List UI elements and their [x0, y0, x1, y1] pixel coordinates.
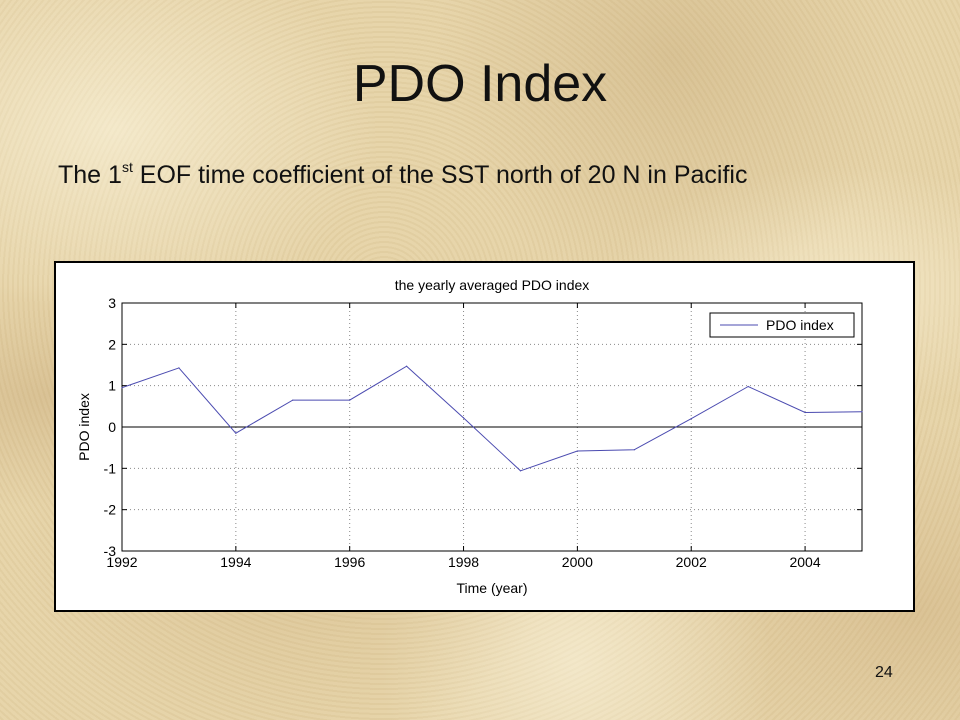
series-layer	[121, 365, 863, 472]
data-point	[519, 470, 522, 472]
y-tick-label: 0	[108, 419, 116, 435]
chart-legend: PDO index	[709, 312, 855, 338]
data-point	[690, 418, 692, 420]
grid-layer	[122, 303, 862, 551]
y-tick-label: -1	[104, 460, 117, 476]
y-tick-label: -3	[104, 543, 117, 559]
data-point	[804, 411, 806, 414]
slide-subtitle: The 1st EOF time coefficient of the SST …	[58, 160, 748, 189]
data-point	[462, 417, 465, 419]
chart-frame: 1992 1994 1996 1998 2000 2002 2004 3 2 1 0 -1 -2 -3 P…	[54, 261, 915, 612]
data-point	[121, 387, 123, 389]
x-tick-label: 1996	[334, 554, 365, 570]
subtitle-superscript: st	[121, 159, 133, 175]
y-axis-label: PDO index	[76, 393, 92, 461]
subtitle-text-end: EOF time coefficient of the SST north of…	[132, 161, 748, 189]
series-line-pdo-index	[121, 365, 863, 472]
subtitle-text-start: The 1	[58, 161, 122, 189]
tick-layer: 1992 1994 1996 1998 2000 2002 2004 3 2 1 0 -1 -2 -3	[104, 295, 862, 570]
y-tick-label: 2	[108, 336, 116, 352]
data-point	[633, 449, 635, 451]
data-point	[349, 399, 351, 401]
x-tick-label: 2000	[562, 554, 593, 570]
pdo-line-chart: 1992 1994 1996 1998 2000 2002 2004 3 2 1 0 -1 -2 -3 P…	[76, 277, 863, 596]
x-tick-label: 1992	[106, 554, 137, 570]
data-point	[292, 399, 294, 401]
x-tick-label: 2004	[789, 554, 820, 570]
x-axis-label: Time (year)	[456, 580, 527, 596]
page-number: 24	[875, 664, 893, 681]
data-point	[178, 367, 180, 369]
y-tick-label: 1	[108, 378, 116, 394]
y-tick-label: -2	[104, 502, 117, 518]
data-point	[406, 365, 408, 367]
x-tick-label: 2002	[676, 554, 707, 570]
x-tick-label: 1994	[220, 554, 251, 570]
data-point	[747, 385, 749, 388]
data-point	[861, 411, 863, 413]
y-tick-label: 3	[108, 295, 116, 311]
data-point	[235, 432, 237, 434]
legend-label: PDO index	[766, 317, 834, 333]
chart-title: the yearly averaged PDO index	[395, 277, 590, 293]
data-point	[576, 450, 578, 452]
x-tick-label: 1998	[448, 554, 479, 570]
slide-title: PDO Index	[352, 55, 608, 113]
